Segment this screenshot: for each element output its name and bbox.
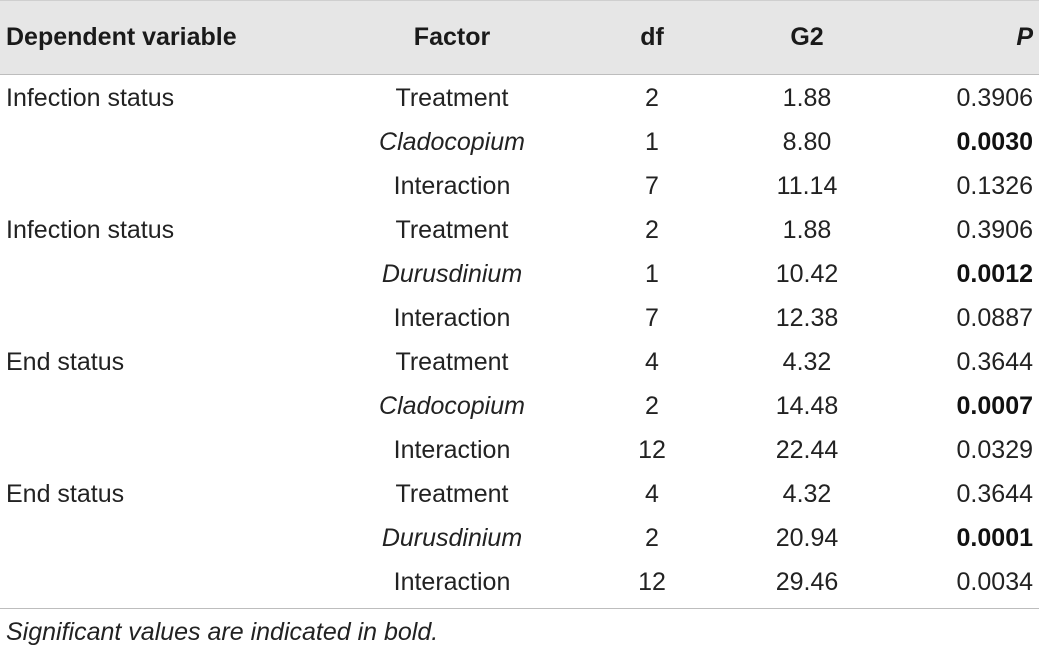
table-bottom-rule <box>0 608 1039 609</box>
table-row: Durusdinium 2 20.94 0.0001 <box>0 516 1039 560</box>
dependent-variable-cell: End status <box>6 480 125 508</box>
table-row: End status Treatment 4 4.32 0.3644 <box>0 340 1039 384</box>
factor-cell: Treatment <box>395 84 509 112</box>
p-value-cell: 0.0030 <box>956 128 1033 156</box>
g2-cell: 1.88 <box>782 84 832 112</box>
df-cell: 7 <box>645 304 659 332</box>
p-value-cell: 0.0034 <box>956 568 1033 596</box>
table-row: Infection status Treatment 2 1.88 0.3906 <box>0 208 1039 252</box>
df-cell: 12 <box>638 436 666 464</box>
table-row: Cladocopium 2 14.48 0.0007 <box>0 384 1039 428</box>
g2-cell: 4.32 <box>782 480 832 508</box>
factor-cell: Interaction <box>393 304 511 332</box>
p-value-cell: 0.0007 <box>956 392 1033 420</box>
table-row: Durusdinium 1 10.42 0.0012 <box>0 252 1039 296</box>
g2-cell: 11.14 <box>776 172 838 200</box>
header-g2: G2 <box>790 23 824 51</box>
table-row: End status Treatment 4 4.32 0.3644 <box>0 472 1039 516</box>
g2-cell: 20.94 <box>775 524 839 552</box>
factor-cell: Cladocopium <box>379 392 525 420</box>
df-cell: 2 <box>645 84 659 112</box>
p-value-cell: 0.3906 <box>956 216 1033 244</box>
table-footnote: Significant values are indicated in bold… <box>6 618 439 646</box>
dependent-variable-cell: Infection status <box>6 84 175 112</box>
table-row: Infection status Treatment 2 1.88 0.3906 <box>0 76 1039 120</box>
factor-cell: Durusdinium <box>381 524 523 552</box>
df-cell: 1 <box>645 260 659 288</box>
factor-cell: Treatment <box>395 480 509 508</box>
g2-cell: 8.80 <box>782 128 832 156</box>
p-value-cell: 0.0887 <box>956 304 1033 332</box>
factor-cell: Interaction <box>393 172 511 200</box>
g2-cell: 12.38 <box>775 304 839 332</box>
g2-cell: 4.32 <box>782 348 832 376</box>
df-cell: 4 <box>645 348 659 376</box>
g2-cell: 1.88 <box>782 216 832 244</box>
table-header: Dependent variable Factor df G2 P <box>0 0 1039 75</box>
table-row: Interaction 7 11.14 0.1326 <box>0 164 1039 208</box>
table-row: Interaction 7 12.38 0.0887 <box>0 296 1039 340</box>
factor-cell: Cladocopium <box>379 128 525 156</box>
dependent-variable-cell: End status <box>6 348 125 376</box>
p-value-cell: 0.0329 <box>956 436 1033 464</box>
df-cell: 2 <box>645 216 659 244</box>
factor-cell: Treatment <box>395 216 509 244</box>
p-value-cell: 0.1326 <box>956 172 1033 200</box>
df-cell: 4 <box>645 480 659 508</box>
factor-cell: Durusdinium <box>381 260 523 288</box>
table-row: Interaction 12 22.44 0.0329 <box>0 428 1039 472</box>
p-value-cell: 0.0012 <box>956 260 1033 288</box>
df-cell: 7 <box>645 172 659 200</box>
g2-cell: 22.44 <box>775 436 839 464</box>
header-df: df <box>640 23 664 51</box>
header-dependent-variable: Dependent variable <box>6 23 237 51</box>
header-p-value: P <box>1016 23 1033 51</box>
p-value-cell: 0.3644 <box>956 480 1033 508</box>
p-value-cell: 0.0001 <box>956 524 1033 552</box>
df-cell: 2 <box>645 524 659 552</box>
table-row: Cladocopium 1 8.80 0.0030 <box>0 120 1039 164</box>
factor-cell: Interaction <box>393 436 511 464</box>
table-row: Interaction 12 29.46 0.0034 <box>0 560 1039 604</box>
p-value-cell: 0.3906 <box>956 84 1033 112</box>
header-factor: Factor <box>413 23 491 51</box>
factor-cell: Interaction <box>393 568 511 596</box>
factor-cell: Treatment <box>395 348 509 376</box>
df-cell: 1 <box>645 128 659 156</box>
dependent-variable-cell: Infection status <box>6 216 175 244</box>
df-cell: 12 <box>638 568 666 596</box>
p-value-cell: 0.3644 <box>956 348 1033 376</box>
g2-cell: 29.46 <box>775 568 839 596</box>
g2-cell: 14.48 <box>775 392 839 420</box>
g2-cell: 10.42 <box>775 260 839 288</box>
df-cell: 2 <box>645 392 659 420</box>
